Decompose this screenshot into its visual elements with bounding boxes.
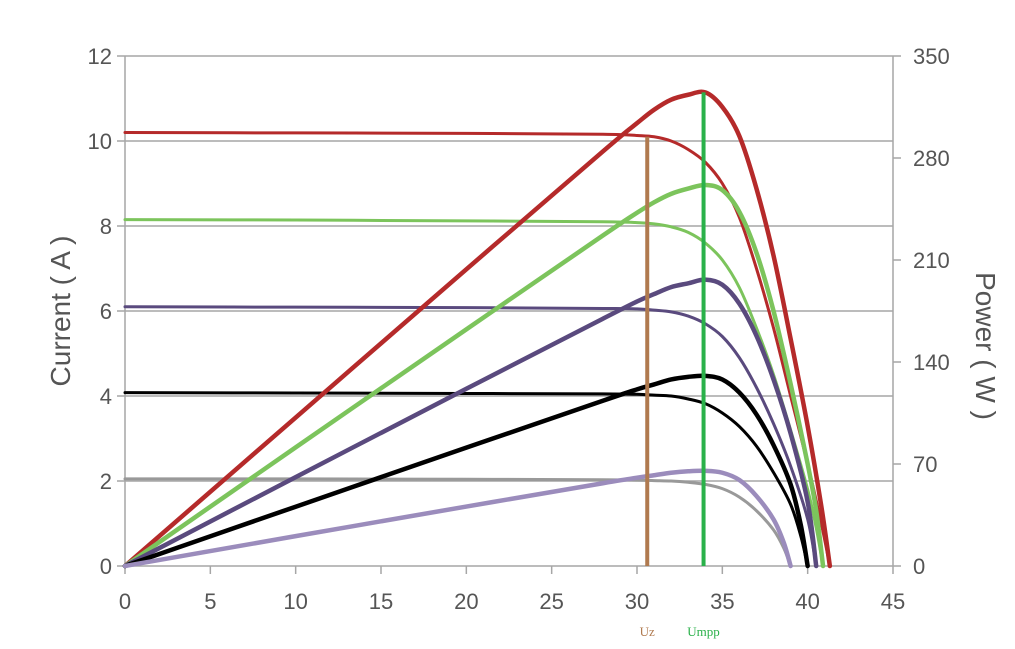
y-right-tick-label-70: 70 bbox=[913, 452, 937, 477]
iv-curve-4 bbox=[123, 391, 810, 568]
y-right-tick-label-280: 280 bbox=[913, 146, 950, 171]
y-right-tick-label-0: 0 bbox=[913, 554, 925, 579]
x-tick-label-20: 20 bbox=[454, 589, 478, 614]
pv-curve-3 bbox=[122, 277, 819, 569]
gridlines bbox=[125, 55, 893, 567]
y-left-tick-label-2: 2 bbox=[100, 469, 112, 494]
x-tick-label-5: 5 bbox=[204, 589, 216, 614]
pv-curve-2 bbox=[122, 182, 826, 569]
x-tick-label-30: 30 bbox=[625, 589, 649, 614]
series-layer bbox=[122, 89, 833, 569]
x-tick-label-35: 35 bbox=[710, 589, 734, 614]
pv-curve-4 bbox=[122, 373, 810, 569]
markers-layer: Uz Umpp bbox=[640, 92, 720, 639]
y-right-tick-label-210: 210 bbox=[913, 248, 950, 273]
axes bbox=[117, 55, 901, 574]
x-tick-label-45: 45 bbox=[881, 589, 905, 614]
y-left-tick-label-10: 10 bbox=[88, 129, 112, 154]
x-tick-label-10: 10 bbox=[283, 589, 307, 614]
x-tick-label-40: 40 bbox=[795, 589, 819, 614]
x-tick-label-15: 15 bbox=[369, 589, 393, 614]
y-left-tick-label-6: 6 bbox=[100, 299, 112, 324]
y-left-tick-label-0: 0 bbox=[100, 554, 112, 579]
y-right-tick-label-140: 140 bbox=[913, 350, 950, 375]
y-right-tick-labels: 0 70 140 210 280 350 bbox=[913, 44, 950, 579]
x-tick-labels: 0 5 10 15 20 25 30 35 40 45 bbox=[119, 589, 905, 614]
x-tick-label-0: 0 bbox=[119, 589, 131, 614]
iv-curve-3 bbox=[123, 305, 818, 568]
y-left-tick-label-12: 12 bbox=[88, 44, 112, 69]
y-right-axis-title: Power ( W ) bbox=[970, 272, 1001, 420]
pv-curve-1 bbox=[122, 89, 833, 569]
y-left-tick-labels: 0 2 4 6 8 10 12 bbox=[88, 44, 112, 579]
y-left-tick-label-4: 4 bbox=[100, 384, 112, 409]
iv-curve-5 bbox=[123, 477, 793, 568]
y-left-axis-title: Current ( A ) bbox=[45, 236, 76, 387]
y-left-tick-label-8: 8 bbox=[100, 214, 112, 239]
marker-label-umpp: Umpp bbox=[687, 624, 720, 639]
marker-label-uz: Uz bbox=[640, 624, 655, 639]
pv-curve-5 bbox=[122, 468, 793, 569]
x-tick-label-25: 25 bbox=[539, 589, 563, 614]
iv-curve-1 bbox=[123, 131, 832, 568]
y-right-tick-label-350: 350 bbox=[913, 44, 950, 69]
